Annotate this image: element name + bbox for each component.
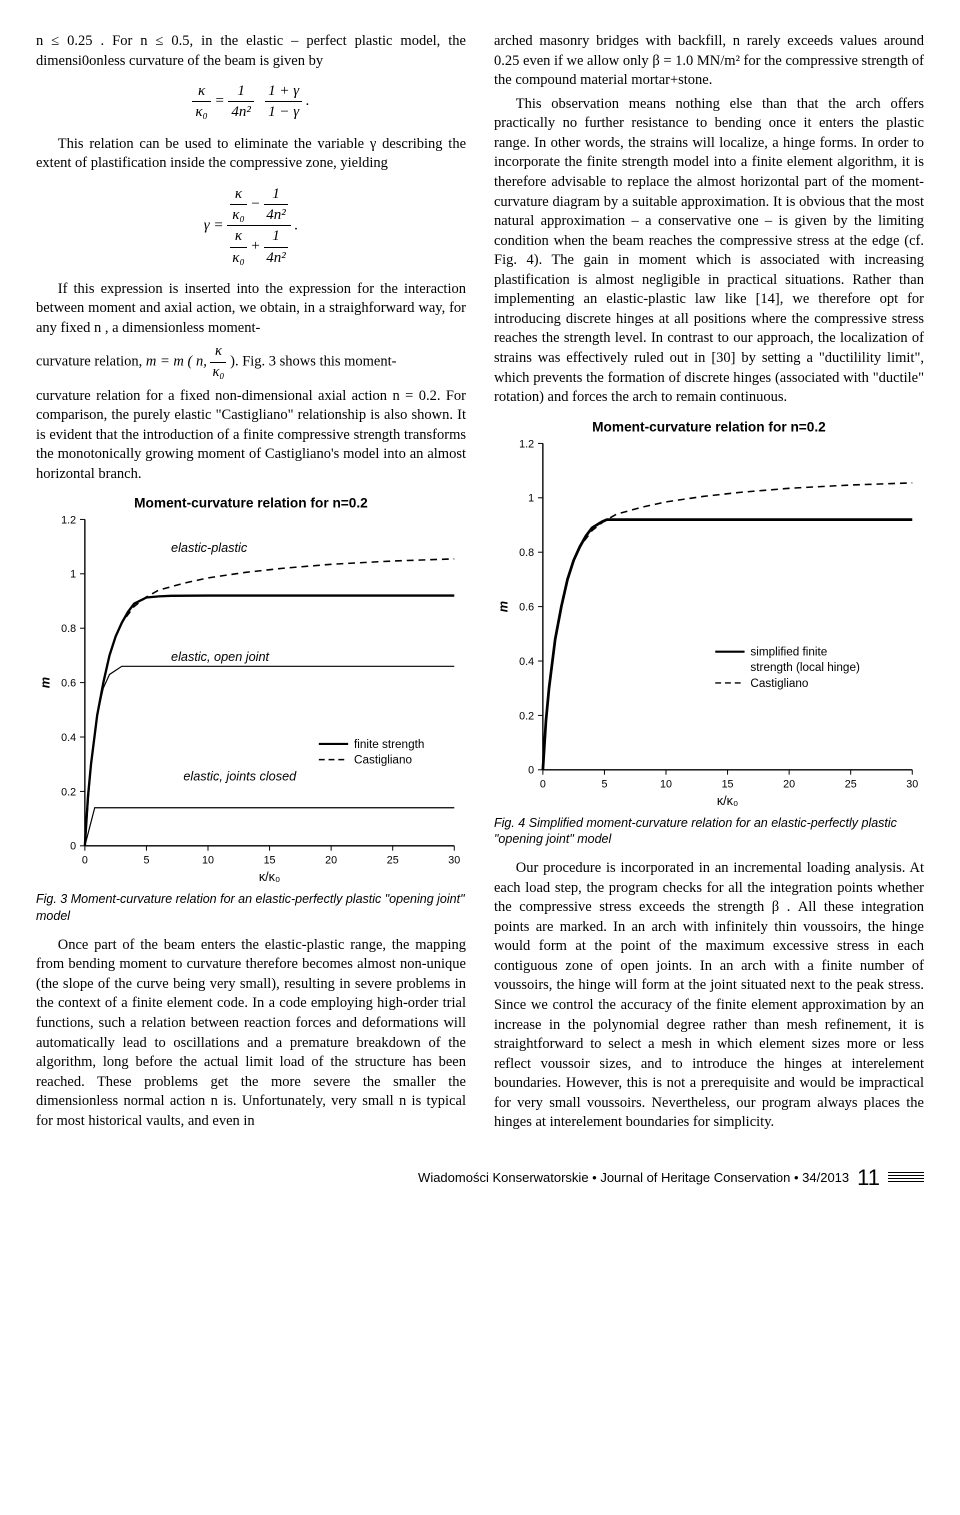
svg-text:0.6: 0.6 bbox=[519, 601, 534, 613]
para: curvature relation for a fixed non-dimen… bbox=[36, 387, 466, 485]
svg-text:10: 10 bbox=[660, 778, 672, 790]
svg-text:20: 20 bbox=[783, 778, 795, 790]
svg-text:0: 0 bbox=[528, 764, 534, 776]
svg-text:0: 0 bbox=[82, 855, 88, 867]
equation-2: γ = κκ₀ − 14n² κκ₀ + 14n² . bbox=[36, 184, 466, 268]
para: n ≤ 0.25 . For n ≤ 0.5, in the elastic –… bbox=[36, 32, 466, 71]
para: Our procedure is incorporated in an incr… bbox=[494, 859, 924, 1133]
svg-text:m: m bbox=[39, 677, 53, 688]
svg-text:25: 25 bbox=[387, 855, 399, 867]
figure-4: Moment-curvature relation for n=0.205101… bbox=[494, 418, 924, 809]
svg-text:elastic, joints closed: elastic, joints closed bbox=[183, 770, 297, 784]
svg-text:15: 15 bbox=[264, 855, 276, 867]
svg-text:κ/κ₀: κ/κ₀ bbox=[259, 870, 280, 884]
svg-text:Moment-curvature relation for: Moment-curvature relation for n=0.2 bbox=[592, 419, 826, 434]
svg-text:simplified finite: simplified finite bbox=[750, 645, 827, 658]
page-footer: Wiadomości Konserwatorskie • Journal of … bbox=[36, 1157, 924, 1193]
page-number: 11 bbox=[857, 1163, 880, 1193]
svg-text:1: 1 bbox=[70, 569, 76, 581]
svg-text:25: 25 bbox=[845, 778, 857, 790]
svg-text:0.8: 0.8 bbox=[61, 623, 76, 635]
svg-text:1.2: 1.2 bbox=[61, 515, 76, 527]
svg-text:30: 30 bbox=[906, 778, 918, 790]
svg-text:strength (local hinge): strength (local hinge) bbox=[750, 661, 860, 674]
svg-text:elastic, open joint: elastic, open joint bbox=[171, 650, 270, 664]
svg-text:elastic-plastic: elastic-plastic bbox=[171, 541, 248, 555]
svg-text:0.4: 0.4 bbox=[519, 656, 534, 668]
svg-text:0.8: 0.8 bbox=[519, 547, 534, 559]
svg-text:m: m bbox=[497, 601, 511, 612]
svg-text:Moment-curvature relation for: Moment-curvature relation for n=0.2 bbox=[134, 496, 368, 511]
equation-1: κκ₀ = 14n² 1 + γ1 − γ . bbox=[36, 81, 466, 123]
svg-text:1.2: 1.2 bbox=[519, 438, 534, 450]
svg-text:0.2: 0.2 bbox=[61, 787, 76, 799]
svg-text:0.4: 0.4 bbox=[61, 732, 76, 744]
figure-4-caption: Fig. 4 Simplified moment-curvature relat… bbox=[494, 815, 924, 848]
svg-text:0.2: 0.2 bbox=[519, 710, 534, 722]
para: Once part of the beam enters the elastic… bbox=[36, 936, 466, 1132]
svg-text:Castigliano: Castigliano bbox=[354, 754, 412, 767]
svg-text:5: 5 bbox=[601, 778, 607, 790]
footer-journal: Wiadomości Konserwatorskie • Journal of … bbox=[418, 1169, 849, 1187]
svg-text:20: 20 bbox=[325, 855, 337, 867]
para: curvature relation, m = m ( n, κκ₀ ). Fi… bbox=[36, 342, 466, 382]
svg-text:0: 0 bbox=[540, 778, 546, 790]
svg-text:15: 15 bbox=[722, 778, 734, 790]
para: If this expression is inserted into the … bbox=[36, 280, 466, 339]
footer-bars-icon bbox=[888, 1172, 924, 1184]
para: This relation can be used to eliminate t… bbox=[36, 135, 466, 174]
svg-text:Castigliano: Castigliano bbox=[750, 677, 808, 690]
svg-text:30: 30 bbox=[448, 855, 460, 867]
svg-text:0.6: 0.6 bbox=[61, 678, 76, 690]
svg-text:5: 5 bbox=[143, 855, 149, 867]
svg-text:10: 10 bbox=[202, 855, 214, 867]
figure-3-caption: Fig. 3 Moment-curvature relation for an … bbox=[36, 891, 466, 924]
svg-text:1: 1 bbox=[528, 492, 534, 504]
left-column: n ≤ 0.25 . For n ≤ 0.5, in the elastic –… bbox=[36, 32, 466, 1137]
svg-text:κ/κ₀: κ/κ₀ bbox=[717, 794, 738, 808]
svg-text:finite strength: finite strength bbox=[354, 738, 424, 751]
para: This observation means nothing else than… bbox=[494, 95, 924, 408]
svg-text:0: 0 bbox=[70, 841, 76, 853]
para: arched masonry bridges with backfill, n … bbox=[494, 32, 924, 91]
figure-3: Moment-curvature relation for n=0.205101… bbox=[36, 494, 466, 885]
right-column: arched masonry bridges with backfill, n … bbox=[494, 32, 924, 1137]
